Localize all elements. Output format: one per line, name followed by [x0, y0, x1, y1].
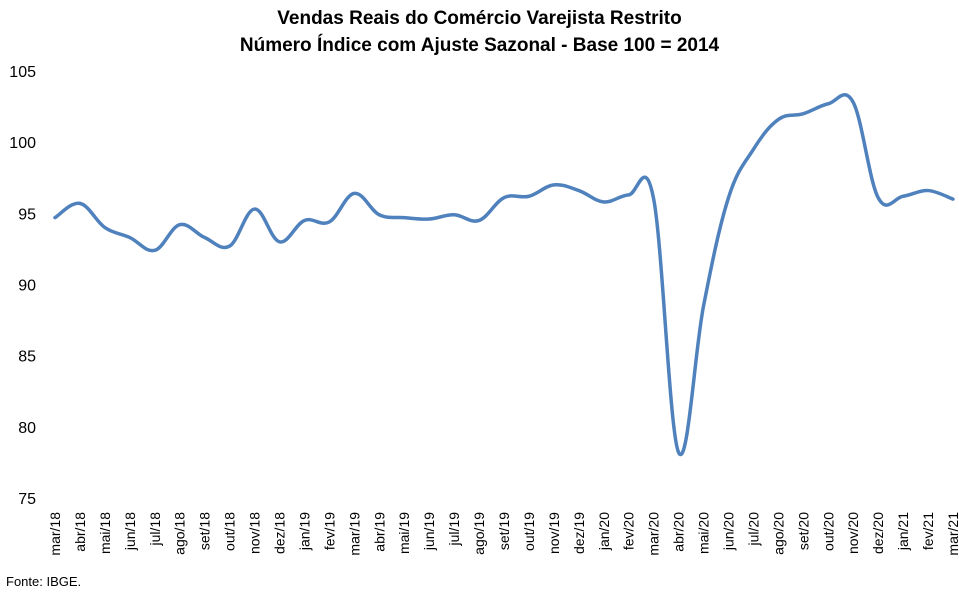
y-tick-label: 90 — [18, 278, 36, 295]
x-tick-label: jun/20 — [721, 512, 737, 551]
x-tick-label: out/19 — [521, 512, 537, 551]
data-point-mai-19 — [402, 216, 406, 220]
x-tick-label: jul/20 — [745, 512, 761, 547]
data-point-jul-20 — [751, 147, 755, 151]
x-tick-label: ago/18 — [172, 512, 188, 555]
x-tick-label: jun/19 — [421, 512, 437, 551]
data-point-jun-19 — [427, 217, 431, 221]
data-point-mar-20 — [652, 197, 656, 201]
x-tick-label: mar/21 — [945, 512, 959, 556]
data-point-set-19 — [502, 196, 506, 200]
data-point-nov-19 — [552, 183, 556, 187]
y-tick-label: 80 — [18, 420, 36, 437]
x-tick-label: jan/20 — [596, 512, 612, 551]
x-tick-label: fev/19 — [321, 512, 337, 550]
x-tick-label: out/20 — [820, 512, 836, 551]
data-point-out-20 — [826, 102, 830, 106]
x-tick-label: mai/18 — [97, 512, 113, 554]
data-point-nov-20 — [851, 100, 855, 104]
y-tick-label: 95 — [18, 206, 36, 223]
data-point-jun-20 — [727, 196, 731, 200]
data-point-ago-19 — [477, 218, 481, 222]
x-tick-label: nov/20 — [845, 512, 861, 554]
x-tick-label: jun/18 — [122, 512, 138, 551]
data-point-jan-19 — [302, 218, 306, 222]
data-point-out-18 — [228, 244, 232, 248]
y-axis: 75 80 85 90 95 100 105 — [9, 64, 36, 508]
data-point-jan-21 — [901, 194, 905, 198]
x-tick-label: fev/20 — [621, 512, 637, 550]
data-point-jun-18 — [128, 236, 132, 240]
y-tick-label: 85 — [18, 349, 36, 366]
x-tick-label: abr/18 — [72, 512, 88, 552]
data-point-set-20 — [801, 112, 805, 116]
x-tick-label: set/20 — [795, 512, 811, 550]
data-point-abr-19 — [377, 213, 381, 217]
x-tick-label: mai/20 — [696, 512, 712, 554]
x-tick-label: mar/20 — [646, 512, 662, 556]
data-point-nov-18 — [253, 207, 257, 211]
x-tick-label: ago/19 — [471, 512, 487, 555]
data-point-jan-20 — [602, 200, 606, 204]
data-point-ago-18 — [178, 223, 182, 227]
data-point-abr-20 — [677, 450, 681, 454]
x-tick-label: dez/20 — [870, 512, 886, 554]
x-tick-label: set/18 — [197, 512, 213, 550]
x-tick-label: dez/18 — [272, 512, 288, 554]
x-tick-label: mar/18 — [47, 512, 63, 556]
data-point-fev-19 — [327, 220, 331, 224]
y-tick-label: 105 — [9, 64, 36, 81]
data-point-mar-19 — [352, 191, 356, 195]
x-tick-label: mar/19 — [346, 512, 362, 556]
x-tick-label: out/18 — [222, 512, 238, 551]
data-point-abr-18 — [78, 201, 82, 205]
data-point-mai-18 — [103, 226, 107, 230]
data-point-jul-18 — [153, 248, 157, 252]
data-point-dez-20 — [876, 196, 880, 200]
x-tick-label: nov/19 — [546, 512, 562, 554]
series-line — [53, 93, 955, 457]
y-tick-label: 75 — [18, 491, 36, 508]
x-tick-label: fev/21 — [920, 512, 936, 550]
data-point-out-19 — [527, 194, 531, 198]
x-axis: mar/18 abr/18 mai/18 jun/18 jul/18 ago/18 set/… — [47, 512, 959, 556]
x-tick-label: set/19 — [496, 512, 512, 550]
data-point-dez-19 — [577, 189, 581, 193]
x-tick-label: nov/18 — [247, 512, 263, 554]
data-point-mar-21 — [951, 197, 955, 201]
source-note: Fonte: IBGE. — [6, 574, 82, 589]
x-tick-label: mai/19 — [396, 512, 412, 554]
data-point-jul-19 — [452, 213, 456, 217]
data-point-mar-18 — [53, 216, 57, 220]
data-point-set-18 — [203, 236, 207, 240]
data-point-mai-20 — [702, 304, 706, 308]
data-point-fev-20 — [627, 193, 631, 197]
x-tick-label: jan/19 — [296, 512, 312, 551]
series-layer — [53, 93, 955, 457]
x-tick-label: dez/19 — [571, 512, 587, 554]
chart-title: Vendas Reais do Comércio Varejista Restr… — [277, 8, 682, 29]
chart-subtitle: Número Índice com Ajuste Sazonal - Base … — [239, 35, 720, 56]
y-tick-label: 100 — [9, 135, 36, 152]
x-tick-label: jul/18 — [147, 512, 163, 547]
x-tick-label: abr/20 — [671, 512, 687, 552]
data-point-fev-21 — [926, 189, 930, 193]
x-tick-label: ago/20 — [770, 512, 786, 555]
x-tick-label: jan/21 — [895, 512, 911, 551]
x-tick-label: jul/19 — [446, 512, 462, 547]
x-tick-label: abr/19 — [371, 512, 387, 552]
data-point-dez-18 — [278, 240, 282, 244]
data-point-ago-20 — [776, 117, 780, 121]
